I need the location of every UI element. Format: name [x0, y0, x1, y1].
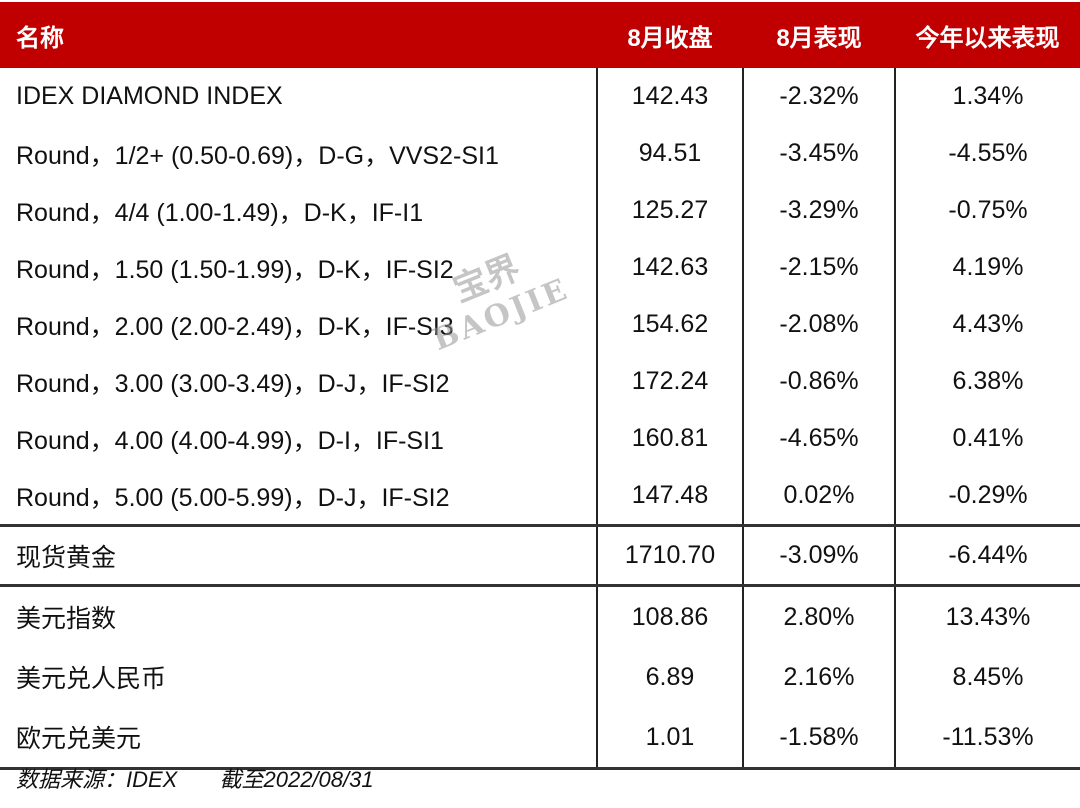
cell-month-perf: -1.58%: [742, 707, 895, 770]
cell-name: Round，1/2+ (0.50-0.69)，D-G，VVS2-SI1: [16, 141, 499, 170]
market-table: 名称 8月收盘 8月表现 今年以来表现 IDEX DIAMOND INDEX 14…: [0, 2, 1080, 770]
cell-name: Round，1.50 (1.50-1.99)，D-K，IF-SI2: [16, 255, 454, 284]
cell-close: 142.43: [596, 68, 743, 125]
cell-close: 6.89: [596, 647, 743, 707]
cell-month-perf: -4.65%: [742, 410, 895, 467]
table-row: Round，1/2+ (0.50-0.69)，D-G，VVS2-SI1 94.51…: [0, 125, 1080, 182]
cell-ytd-perf: -6.44%: [894, 525, 1080, 587]
cell-month-perf: 0.02%: [742, 467, 895, 527]
cell-name: 欧元兑美元: [0, 707, 597, 770]
cell-close: 125.27: [596, 182, 743, 239]
cell-month-perf: -2.08%: [742, 296, 895, 353]
cell-ytd-perf: -0.29%: [894, 467, 1080, 527]
cell-ytd-perf: 8.45%: [894, 647, 1080, 707]
header-close: 8月收盘: [597, 2, 743, 68]
table-row: 美元兑人民币 6.89 2.16% 8.45%: [0, 647, 1080, 707]
header-ytd-perf: 今年以来表现: [895, 2, 1080, 68]
header-month-perf: 8月表现: [743, 2, 895, 68]
cell-ytd-perf: 6.38%: [894, 353, 1080, 410]
cell-close: 1.01: [596, 707, 743, 770]
cell-name: IDEX DIAMOND INDEX: [16, 82, 283, 110]
cell-name: 现货黄金: [0, 525, 597, 587]
date-note: 截至2022/08/31: [219, 767, 374, 792]
footer-note: 数据来源：IDEX 截至2022/08/31: [16, 762, 410, 794]
cell-close: 108.86: [596, 585, 743, 647]
table-row: Round，4/4 (1.00-1.49)，D-K，IF-I1 125.27 -3.…: [0, 182, 1080, 239]
cell-ytd-perf: 13.43%: [894, 585, 1080, 647]
cell-name: Round，4.00 (4.00-4.99)，D-I，IF-SI1: [16, 426, 444, 455]
table-row: Round，1.50 (1.50-1.99)，D-K，IF-SI2 142.63-…: [0, 239, 1080, 296]
table-row: IDEX DIAMOND INDEX 142.43 -2.32% 1.34%: [0, 68, 1080, 125]
cell-close: 94.51: [596, 125, 743, 182]
cell-month-perf: -2.32%: [742, 68, 895, 125]
cell-month-perf: -3.29%: [742, 182, 895, 239]
cell-name: Round，3.00 (3.00-3.49)，D-J，IF-SI2: [16, 369, 450, 398]
cell-name: Round，5.00 (5.00-5.99)，D-J，IF-SI2: [0, 467, 597, 527]
table-row: Round，3.00 (3.00-3.49)，D-J，IF-SI2 172.24-…: [0, 353, 1080, 410]
cell-ytd-perf: 4.43%: [894, 296, 1080, 353]
cell-ytd-perf: -0.75%: [894, 182, 1080, 239]
cell-name: Round，4/4 (1.00-1.49)，D-K，IF-I1: [16, 198, 424, 227]
cell-month-perf: 2.16%: [742, 647, 895, 707]
cell-ytd-perf: 1.34%: [894, 68, 1080, 125]
source-note: 数据来源：IDEX: [16, 767, 178, 792]
cell-name: 美元指数: [16, 605, 117, 633]
cell-month-perf: 2.80%: [742, 585, 895, 647]
header-name: 名称: [0, 2, 597, 68]
cell-name: Round，2.00 (2.00-2.49)，D-K，IF-SI3: [16, 312, 454, 341]
table-row: 欧元兑美元 1.01 -1.58% -11.53%: [0, 707, 1080, 770]
cell-month-perf: -2.15%: [742, 239, 895, 296]
cell-ytd-perf: -11.53%: [894, 707, 1080, 770]
cell-close: 142.63: [596, 239, 743, 296]
cell-month-perf: -3.09%: [742, 525, 895, 587]
cell-ytd-perf: 0.41%: [894, 410, 1080, 467]
table-body: IDEX DIAMOND INDEX 142.43 -2.32% 1.34% Round…: [0, 68, 1080, 770]
cell-name: 美元兑人民币: [16, 665, 167, 693]
table-row: Round，4.00 (4.00-4.99)，D-I，IF-SI1 160.81-…: [0, 410, 1080, 467]
cell-close: 172.24: [596, 353, 743, 410]
cell-close: 160.81: [596, 410, 743, 467]
cell-month-perf: -0.86%: [742, 353, 895, 410]
table-row: 美元指数 108.86 2.80% 13.43%: [0, 585, 1080, 647]
cell-close: 147.48: [596, 467, 743, 527]
cell-ytd-perf: 4.19%: [894, 239, 1080, 296]
cell-close: 1710.70: [596, 525, 743, 587]
cell-ytd-perf: -4.55%: [894, 125, 1080, 182]
cell-month-perf: -3.45%: [742, 125, 895, 182]
table-row: Round，5.00 (5.00-5.99)，D-J，IF-SI2 147.48 0…: [0, 467, 1080, 527]
table-row: Round，2.00 (2.00-2.49)，D-K，IF-SI3 154.62-…: [0, 296, 1080, 353]
cell-close: 154.62: [596, 296, 743, 353]
table-row: 现货黄金 1710.70 -3.09% -6.44%: [0, 525, 1080, 587]
header-row: 名称 8月收盘 8月表现 今年以来表现: [0, 2, 1080, 68]
